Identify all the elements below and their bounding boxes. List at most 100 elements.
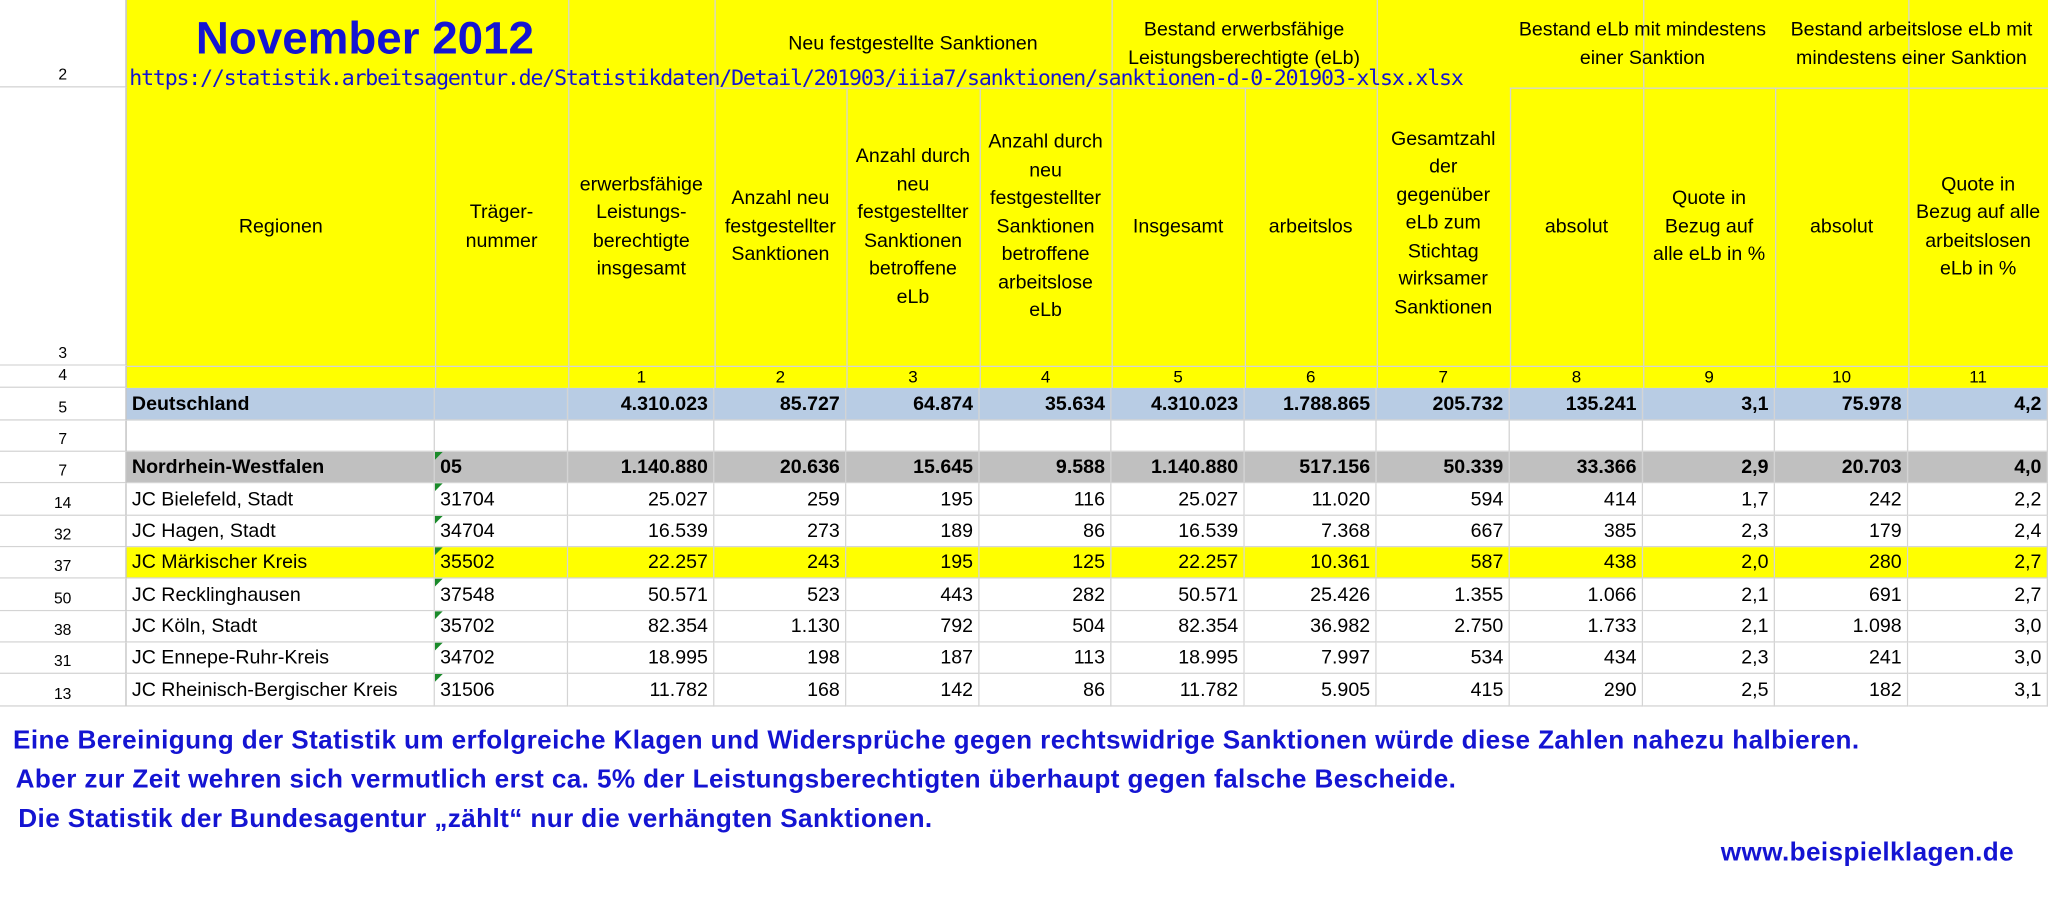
value: 1,7	[1643, 483, 1776, 516]
header-divider	[1643, 0, 1645, 388]
row-number: 38	[0, 611, 127, 643]
value: 116	[979, 483, 1112, 516]
region: Deutschland	[126, 387, 435, 421]
region: JC Hagen, Stadt	[126, 515, 435, 548]
value: 1.733	[1509, 611, 1644, 643]
column-header: Anzahl durch neu festgestellter Sanktion…	[988, 130, 1103, 322]
column-number: 11	[1969, 366, 1987, 387]
traeger-nummer: 37548	[434, 578, 569, 612]
row-number: 3	[0, 87, 127, 366]
header-divider	[979, 87, 981, 388]
cell-marker	[434, 515, 443, 524]
footer-text: Eine Bereinigung der Statistik um erfolg…	[13, 726, 1860, 755]
value: 2,2	[1908, 483, 2048, 516]
cell	[979, 420, 1112, 452]
value: 280	[1775, 547, 1909, 579]
value: 1.098	[1775, 611, 1909, 643]
value: 9.588	[979, 451, 1112, 484]
value: 113	[979, 642, 1112, 674]
row-number: 14	[0, 483, 127, 516]
value: 273	[714, 515, 847, 548]
value: 25.027	[1111, 483, 1245, 516]
column-header: Insgesamt	[1132, 215, 1224, 238]
value: 22.257	[1111, 547, 1245, 579]
value: 7.368	[1244, 515, 1377, 548]
column-header: absolut	[1810, 215, 1874, 238]
header-divider	[568, 0, 570, 388]
cell-marker	[434, 547, 443, 556]
value: 2,7	[1908, 547, 2048, 579]
value: 86	[979, 515, 1112, 548]
value: 523	[714, 578, 847, 612]
group-header: Bestand eLb mit mindestens einer Sanktio…	[1518, 18, 1767, 69]
value: 125	[979, 547, 1112, 579]
value: 182	[1775, 673, 1909, 707]
header-divider	[714, 87, 1112, 89]
column-header: Träger-nummer	[465, 201, 538, 252]
row-number: 50	[0, 578, 127, 612]
value: 7.997	[1244, 642, 1377, 674]
row-number: 13	[0, 673, 127, 707]
value: 792	[846, 611, 980, 643]
cell	[1775, 420, 1909, 452]
value: 1.355	[1376, 578, 1510, 612]
cell	[846, 420, 980, 452]
cell-marker	[434, 642, 443, 651]
value: 205.732	[1376, 387, 1510, 421]
column-header: Regionen	[238, 215, 323, 238]
value: 195	[846, 483, 980, 516]
value: 11.782	[568, 673, 715, 707]
value: 82.354	[568, 611, 715, 643]
value: 25.027	[568, 483, 715, 516]
value: 243	[714, 547, 847, 579]
value: 4.310.023	[568, 387, 715, 421]
value: 5.905	[1244, 673, 1377, 707]
region: Nordrhein-Westfalen	[126, 451, 435, 484]
column-header: Gesamtzahl der gegenüber eLb zum Stichta…	[1390, 127, 1496, 319]
cell	[434, 420, 569, 452]
row-number: 7	[0, 420, 127, 452]
region: JC Rheinisch-Bergischer Kreis	[126, 673, 435, 707]
value: 36.982	[1244, 611, 1377, 643]
value: 50.571	[568, 578, 715, 612]
value: 179	[1775, 515, 1909, 548]
cell-marker	[434, 451, 443, 460]
value: 1.130	[714, 611, 847, 643]
value: 16.539	[1111, 515, 1245, 548]
value: 10.361	[1244, 547, 1377, 579]
value: 1.140.880	[1111, 451, 1245, 484]
cell-marker	[434, 673, 443, 682]
region: JC Märkischer Kreis	[126, 547, 435, 579]
value: 2,9	[1643, 451, 1776, 484]
footer-text: Die Statistik der Bundesagentur „zählt“ …	[18, 804, 933, 834]
column-number: 6	[1305, 366, 1316, 387]
value: 691	[1775, 578, 1909, 612]
cell	[1509, 420, 1644, 452]
cell	[1643, 420, 1776, 452]
row-number: 31	[0, 642, 127, 674]
value: 504	[979, 611, 1112, 643]
header-divider	[714, 0, 716, 388]
value: 3,0	[1908, 642, 2048, 674]
column-header: erwerbsfähige Leistungs-berechtigte insg…	[579, 173, 703, 280]
column-number: 5	[1173, 366, 1183, 387]
region: JC Ennepe-Ruhr-Kreis	[126, 642, 435, 674]
footer-text: Aber zur Zeit wehren sich vermutlich ers…	[15, 765, 1457, 795]
traeger-nummer: 35702	[434, 611, 569, 643]
column-number: 8	[1571, 366, 1582, 387]
traeger-nummer: 31704	[434, 483, 569, 516]
cell	[568, 420, 715, 452]
value: 64.874	[846, 387, 980, 421]
traeger-nummer: 34702	[434, 642, 569, 674]
value: 414	[1509, 483, 1644, 516]
row-number: 5	[0, 387, 127, 421]
column-header: absolut	[1544, 215, 1609, 238]
value: 4,0	[1908, 451, 2048, 484]
value: 187	[846, 642, 980, 674]
value: 11.782	[1111, 673, 1245, 707]
region: JC Bielefeld, Stadt	[126, 483, 435, 516]
header-divider	[1111, 87, 1377, 89]
value: 2,5	[1643, 673, 1776, 707]
